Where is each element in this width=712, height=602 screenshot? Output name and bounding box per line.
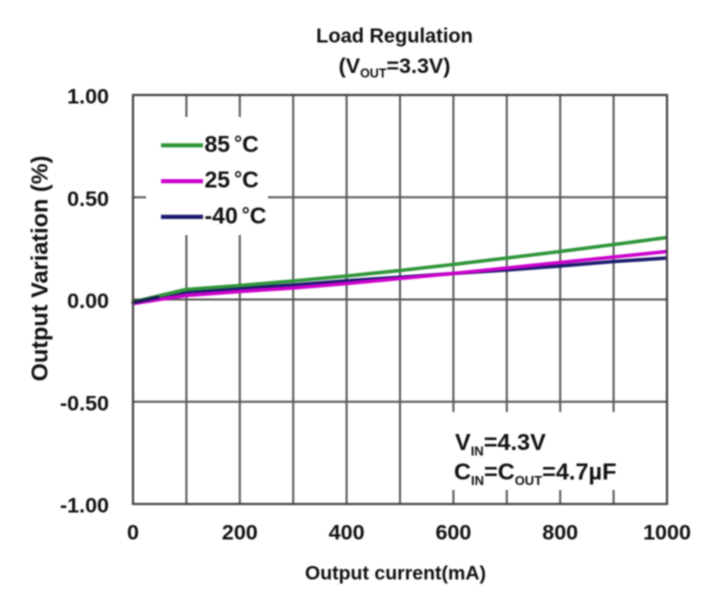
svg-text:Output Variation (%): Output Variation (%) [27,156,53,382]
svg-text:(VOUT=3.3V): (VOUT=3.3V) [339,54,451,81]
svg-text:Output current(mA): Output current(mA) [305,563,486,585]
svg-text:-0.50: -0.50 [60,391,109,415]
svg-text:200: 200 [222,520,258,544]
svg-text:800: 800 [542,520,578,544]
svg-text:0.00: 0.00 [67,289,109,313]
svg-text:-40°C: -40 °C [205,202,267,228]
svg-text:-1.00: -1.00 [60,494,109,518]
svg-text:Load Regulation: Load Regulation [316,26,473,48]
svg-text:1000: 1000 [643,520,691,544]
svg-text:0.50: 0.50 [67,187,109,211]
svg-text:600: 600 [435,520,471,544]
svg-text:0: 0 [127,520,139,544]
svg-text:1.00: 1.00 [67,85,109,109]
svg-text:400: 400 [329,520,365,544]
svg-text:VIN=4.3V: VIN=4.3V [455,429,546,459]
